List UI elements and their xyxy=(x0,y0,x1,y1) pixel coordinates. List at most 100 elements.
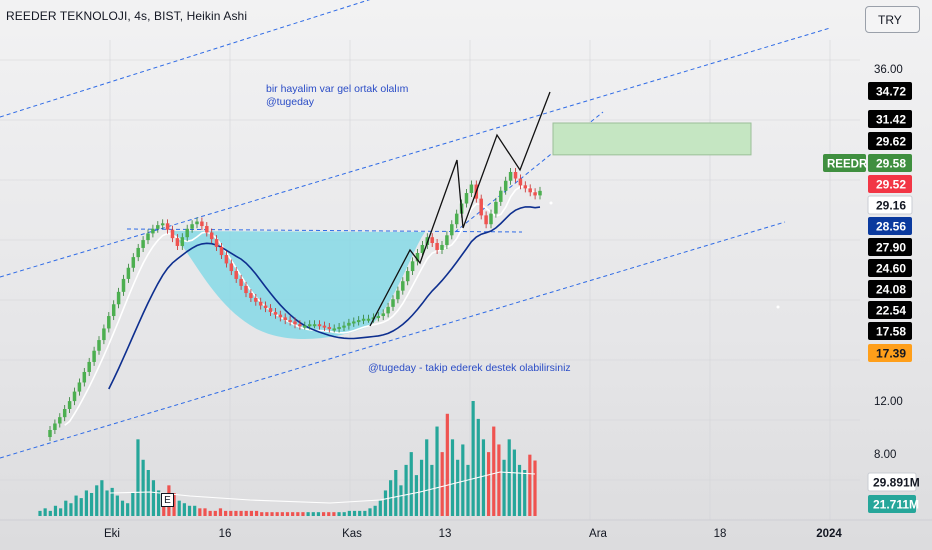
volume-bar xyxy=(291,512,295,516)
price-label-box xyxy=(868,322,912,340)
volume-bar xyxy=(394,470,398,516)
candle xyxy=(283,317,287,321)
candle xyxy=(121,278,126,292)
volume-bar xyxy=(280,512,284,516)
volume-bar xyxy=(187,505,192,516)
candle xyxy=(180,237,185,246)
price-label-box xyxy=(868,259,912,277)
candle xyxy=(415,253,420,262)
volume-bar xyxy=(512,449,516,516)
volume-label: 29.891M xyxy=(873,476,920,490)
price-label: 29.52 xyxy=(876,178,906,192)
volume-bar xyxy=(383,490,388,516)
candle xyxy=(396,290,400,300)
candle xyxy=(254,297,258,302)
volume-bar xyxy=(213,510,217,516)
volume-bar xyxy=(172,493,176,516)
candle xyxy=(97,340,101,351)
symbol-tag: REEDR xyxy=(827,159,868,171)
volume-bar xyxy=(95,485,99,516)
price-label: 29.58 xyxy=(876,157,906,171)
volume-label-box xyxy=(868,495,916,513)
candle xyxy=(205,226,209,233)
volume-bar xyxy=(373,505,377,516)
volume-bar xyxy=(347,510,351,516)
candle xyxy=(293,321,297,325)
candle xyxy=(464,193,469,204)
candle xyxy=(489,213,493,225)
volume-bar xyxy=(378,500,382,516)
price-label-box xyxy=(868,280,912,298)
price-label-box xyxy=(868,175,912,193)
volume-bar xyxy=(59,508,63,516)
price-label: 29.16 xyxy=(876,199,906,213)
volume-bar xyxy=(265,512,269,516)
candle xyxy=(494,201,498,214)
volume-bar xyxy=(105,490,109,516)
volume-bar xyxy=(115,495,119,516)
volume-label-box xyxy=(867,472,917,492)
channel-lower-line xyxy=(0,221,786,459)
volume-bar xyxy=(84,490,89,516)
candle xyxy=(342,325,346,328)
price-label: 24.60 xyxy=(876,262,906,276)
candle xyxy=(381,313,385,317)
volume-bar xyxy=(440,452,444,516)
volume-bar xyxy=(131,493,135,516)
price-axis-tick: 8.00 xyxy=(874,449,896,461)
volume-bar xyxy=(358,510,362,516)
projection-line xyxy=(369,91,551,327)
price-label: 34.72 xyxy=(876,85,906,99)
candle xyxy=(214,239,219,247)
candle xyxy=(513,171,518,179)
candle xyxy=(523,185,528,189)
candle xyxy=(151,228,155,234)
currency-button[interactable]: TRY xyxy=(865,6,920,33)
price-label: 22.54 xyxy=(876,304,906,318)
volume-label: 21.711M xyxy=(873,498,919,512)
candle xyxy=(445,235,449,245)
candle xyxy=(244,285,248,294)
candle xyxy=(435,243,439,250)
time-axis-tick: 18 xyxy=(714,528,727,540)
price-label-box xyxy=(868,301,912,319)
candle xyxy=(361,318,366,321)
volume-bar xyxy=(430,464,434,516)
cup-pattern-fill xyxy=(170,231,425,340)
moving-average-slow xyxy=(108,206,541,390)
candle xyxy=(263,305,268,309)
candle xyxy=(322,325,327,328)
volume-bar xyxy=(218,508,223,516)
candle xyxy=(165,223,170,230)
price-axis-tick: 36.00 xyxy=(874,64,903,76)
volume-bar xyxy=(69,503,73,516)
candle xyxy=(195,221,199,225)
candle xyxy=(499,190,503,202)
candle xyxy=(62,408,67,418)
price-label-box xyxy=(868,82,912,100)
volume-bar xyxy=(471,401,475,516)
time-axis-tick: 2024 xyxy=(816,528,842,540)
time-axis-tick: Kas xyxy=(342,528,362,540)
volume-bar xyxy=(249,510,254,516)
volume-bar xyxy=(74,495,78,516)
volume-bar xyxy=(301,512,305,516)
candle xyxy=(450,224,454,236)
volume-bar xyxy=(177,500,181,516)
candle xyxy=(219,246,224,256)
volume-bar xyxy=(533,460,537,516)
earnings-event-badge[interactable]: E xyxy=(161,493,174,507)
candle xyxy=(303,325,307,328)
volume-bar xyxy=(425,439,429,516)
candle xyxy=(538,190,542,196)
candle xyxy=(131,257,136,268)
candle xyxy=(258,301,263,306)
volume-bar xyxy=(461,444,465,516)
candle xyxy=(376,316,381,319)
volume-bar xyxy=(193,505,197,516)
volume-bar xyxy=(316,512,321,516)
candle xyxy=(391,299,395,307)
candle xyxy=(401,281,405,291)
